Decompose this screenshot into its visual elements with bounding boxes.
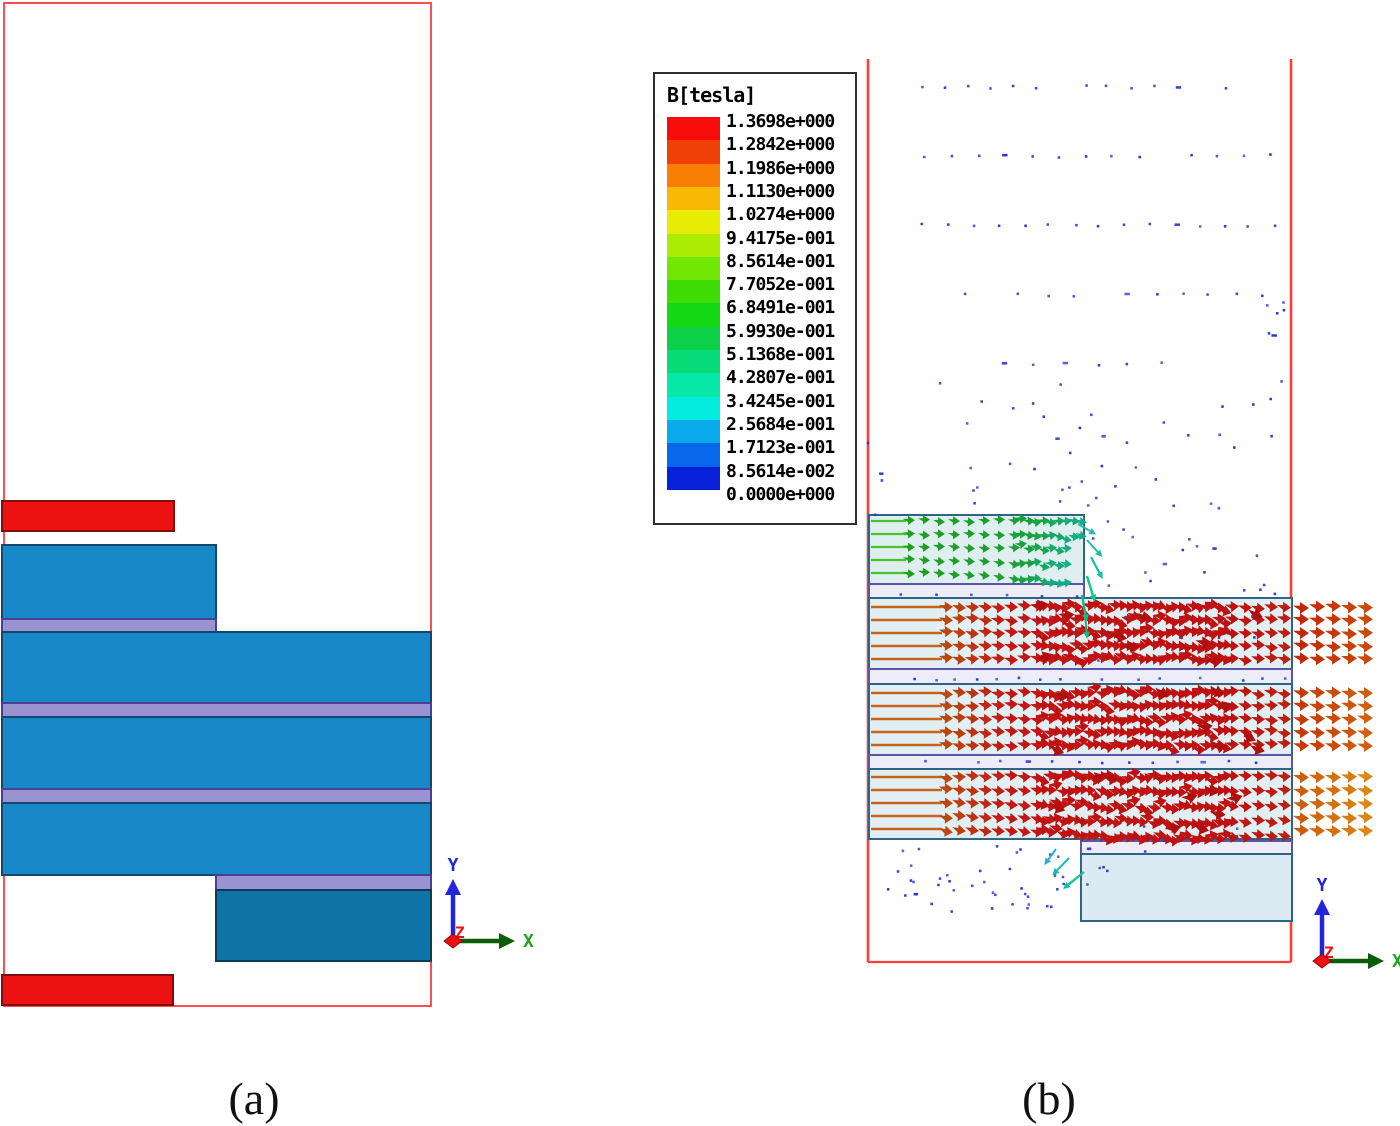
coordinate-triad-a: Z Y X [443, 855, 534, 952]
z-axis-label: Z [455, 923, 465, 942]
legend-swatch [667, 163, 720, 188]
x-axis-arrow-icon [499, 933, 515, 949]
legend-swatch [667, 210, 720, 234]
y-axis-label: Y [448, 855, 459, 876]
gap-strip-2 [868, 668, 1293, 685]
legend-swatch [667, 233, 720, 258]
z-axis-diamond-icon [443, 933, 463, 949]
legend-title: B[tesla] [667, 83, 756, 107]
z-axis-label: Z [1324, 943, 1334, 962]
legend-value: 5.1368e-001 [726, 344, 835, 365]
insulation-1 [1, 618, 217, 633]
legend-swatch [667, 256, 720, 281]
legend-value: 6.8491e-001 [726, 297, 835, 319]
legend-swatch [667, 303, 720, 328]
legend-swatch [667, 466, 720, 491]
coordinate-triad-b: Z Y X [1312, 875, 1400, 972]
legend-swatch [667, 396, 720, 421]
transition-arrows [1044, 523, 1103, 889]
core-layer-3 [1, 716, 432, 790]
caption-b: (b) [1022, 1073, 1076, 1124]
legend-swatch [667, 419, 720, 444]
z-axis-diamond-icon [1312, 953, 1332, 969]
x-axis-label: X [523, 931, 534, 952]
legend-value: 1.1130e+000 [726, 180, 835, 202]
caption-a: (a) [228, 1073, 280, 1124]
coil-bottom [1, 974, 174, 1006]
legend-swatch [667, 186, 720, 211]
legend-swatch [667, 326, 720, 351]
y-axis-arrow-icon [1314, 899, 1330, 915]
y-axis-label: Y [1317, 875, 1328, 896]
insulation-4 [215, 874, 432, 891]
legend-value: 1.1986e+000 [726, 157, 835, 179]
legend-value: 7.7052e-001 [726, 274, 835, 296]
core-layer-1 [1, 544, 217, 620]
legend-swatch [667, 373, 720, 398]
legend-value: 2.5684e-001 [726, 413, 835, 435]
legend-value: 1.0274e+000 [726, 204, 835, 226]
colorbar-legend: B[tesla] 1.3698e+000 1.2842e+000 1.1986e+0… [653, 72, 857, 525]
legend-value: 1.3698e+000 [726, 111, 835, 132]
weak-field-dots [866, 84, 1287, 913]
panel-a-geometry [1, 2, 432, 1007]
panel-b-field-plot [866, 59, 1293, 964]
legend-value: 8.5614e-002 [726, 460, 835, 482]
legend-swatch [667, 140, 720, 165]
legend-value: 4.2807e-001 [726, 367, 835, 389]
x-axis-arrow-icon [1368, 953, 1384, 969]
core-box-5 [1080, 853, 1293, 922]
legend-value: 9.4175e-001 [726, 227, 835, 249]
gap-strip-4 [1080, 840, 1293, 855]
legend-value: 5.9930e-001 [726, 320, 835, 342]
legend-swatch [667, 117, 720, 141]
legend-value: 1.2842e+000 [726, 134, 835, 156]
legend-value: 0.0000e+000 [726, 483, 835, 505]
legend-swatch [667, 443, 720, 467]
x-axis-label: X [1392, 951, 1400, 972]
legend-swatch [667, 350, 720, 374]
insulation-3 [1, 788, 432, 804]
legend-swatch [667, 280, 720, 304]
core-layer-4 [1, 802, 432, 876]
legend-value: 1.7123e-001 [726, 437, 835, 459]
y-axis-arrow-icon [445, 879, 461, 895]
legend-value: 3.4245e-001 [726, 390, 835, 412]
legend-value: 8.5614e-001 [726, 250, 835, 272]
flux-vector-arrows [871, 514, 1373, 847]
coil-top [1, 500, 175, 532]
core-layer-2 [1, 631, 432, 704]
core-layer-5 [215, 889, 432, 962]
insulation-2 [1, 702, 432, 718]
